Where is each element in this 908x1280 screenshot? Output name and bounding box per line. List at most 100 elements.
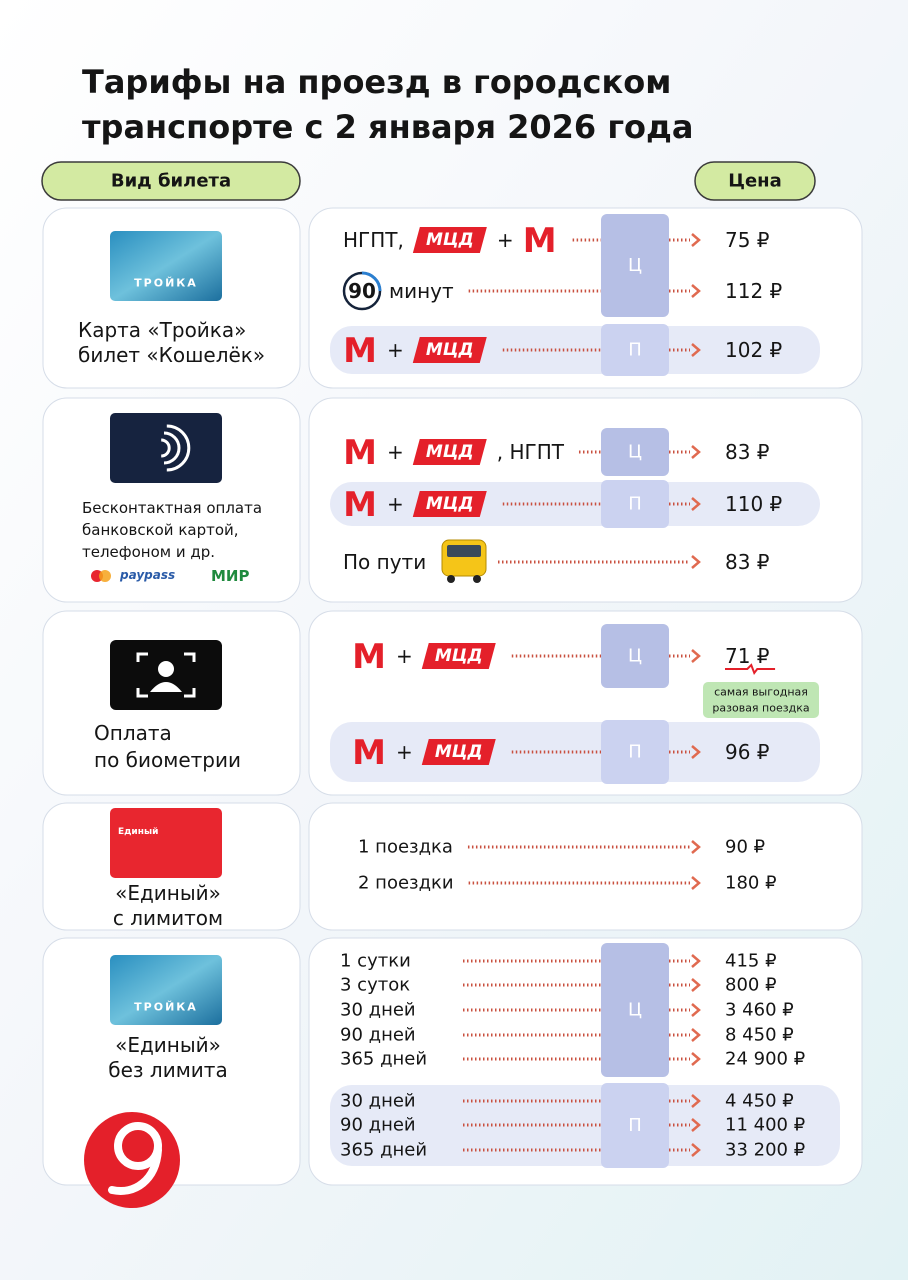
ticket-label: «Единый» xyxy=(115,881,221,905)
price: 24 900 ₽ xyxy=(725,1049,805,1070)
route-text: 90 дней xyxy=(340,1025,416,1046)
mcd-text: МЦД xyxy=(426,230,474,250)
zone-box xyxy=(601,943,669,1077)
card-text: ТРОЙКА xyxy=(134,1001,198,1014)
face-frame xyxy=(136,652,196,698)
price: 90 ₽ xyxy=(725,837,765,858)
price: 102 ₽ xyxy=(725,338,783,362)
arrow-head xyxy=(691,497,701,511)
arrow-head xyxy=(691,1003,701,1017)
route-text: + xyxy=(396,740,413,764)
edin-card xyxy=(110,808,222,878)
ticket-label: банковской картой, xyxy=(82,521,239,539)
shaded-band xyxy=(330,1085,840,1166)
zone-label: Ц xyxy=(628,1000,642,1021)
contactless-card xyxy=(110,413,222,483)
column-pill xyxy=(694,161,816,201)
route-text: + xyxy=(396,644,413,668)
price: 33 200 ₽ xyxy=(725,1140,805,1161)
ticket-label: телефоном и др. xyxy=(82,543,215,561)
price: 3 460 ₽ xyxy=(725,1000,794,1021)
ticket-label: без лимита xyxy=(108,1058,227,1082)
payment-logo: МИР xyxy=(211,567,249,585)
metro-logo: М xyxy=(352,637,386,677)
arrow-head xyxy=(691,1028,701,1042)
clock-arc xyxy=(361,271,382,292)
troika-card xyxy=(110,231,222,301)
route-text: + xyxy=(387,338,404,362)
face-body xyxy=(150,682,182,692)
price: 11 400 ₽ xyxy=(725,1115,805,1136)
price: 4 450 ₽ xyxy=(725,1091,794,1112)
route-text: , НГПТ xyxy=(497,440,565,464)
price: 75 ₽ xyxy=(725,228,770,252)
price: 180 ₽ xyxy=(725,873,777,894)
metro-logo: М xyxy=(343,433,377,473)
card-text: ТРОЙКА xyxy=(134,277,198,290)
arrow-head xyxy=(691,1118,701,1132)
arrow-head xyxy=(691,284,701,298)
metro-logo: М xyxy=(523,221,557,261)
zone-label: Ц xyxy=(628,646,642,667)
price: 110 ₽ xyxy=(725,492,783,516)
price-card xyxy=(308,802,863,931)
arrow-head xyxy=(691,954,701,968)
route-text: 365 дней xyxy=(340,1140,427,1161)
title-line: Тарифы на проезд в городском xyxy=(82,63,671,101)
zone-box xyxy=(601,720,669,784)
title-line: транспорте с 2 января 2026 года xyxy=(82,108,693,146)
mc-circle xyxy=(99,570,111,582)
contactless-wave xyxy=(163,431,181,465)
ticket-label: по биометрии xyxy=(94,748,241,772)
route-text: минут xyxy=(389,279,454,303)
contactless-wave xyxy=(166,424,191,472)
zone-label: Ц xyxy=(628,442,642,463)
clock-text: 90 xyxy=(348,279,376,303)
arrow-head xyxy=(691,978,701,992)
route-text: 90 дней xyxy=(340,1115,416,1136)
arrow-head xyxy=(691,555,701,569)
zone-label: П xyxy=(628,340,642,361)
price-squiggle xyxy=(725,663,776,676)
ticket-card xyxy=(42,397,301,603)
mcd-logo xyxy=(412,337,487,363)
metro-logo: М xyxy=(343,485,377,525)
zone-box xyxy=(601,1083,669,1168)
route-text: + xyxy=(387,492,404,516)
route-text: 30 дней xyxy=(340,1000,416,1021)
mcd-logo xyxy=(421,643,496,669)
route-text: По пути xyxy=(343,550,426,574)
arrow-head xyxy=(691,876,701,890)
route-text: + xyxy=(497,228,514,252)
ticket-label: Карта «Тройка» xyxy=(78,318,246,342)
arrow-head xyxy=(691,233,701,247)
route-text: 365 дней xyxy=(340,1049,427,1070)
ticket-label: Оплата xyxy=(94,721,172,745)
arrow-head xyxy=(691,649,701,663)
zone-label: Ц xyxy=(628,255,642,276)
badge xyxy=(703,682,819,718)
mcd-text: МЦД xyxy=(435,646,483,666)
mcd-text: МЦД xyxy=(426,442,474,462)
route-text: 1 сутки xyxy=(340,951,411,972)
price: 83 ₽ xyxy=(725,550,770,574)
zone-label: П xyxy=(628,494,642,515)
ticket-label: «Единый» xyxy=(115,1033,221,1057)
zone-box xyxy=(601,428,669,476)
brand-logo xyxy=(84,1112,180,1208)
route-text: + xyxy=(387,440,404,464)
route-text: 30 дней xyxy=(340,1091,416,1112)
mcd-logo xyxy=(412,491,487,517)
arrow-head xyxy=(691,745,701,759)
arrow-head xyxy=(691,343,701,357)
price: 112 ₽ xyxy=(725,279,783,303)
metro-logo: М xyxy=(352,733,386,773)
zone-label: П xyxy=(628,742,642,763)
badge-text: разовая поездка xyxy=(712,702,809,715)
zone-box xyxy=(601,480,669,528)
zone-label: П xyxy=(628,1115,642,1136)
mcd-text: МЦД xyxy=(426,494,474,514)
arrow-head xyxy=(691,1052,701,1066)
